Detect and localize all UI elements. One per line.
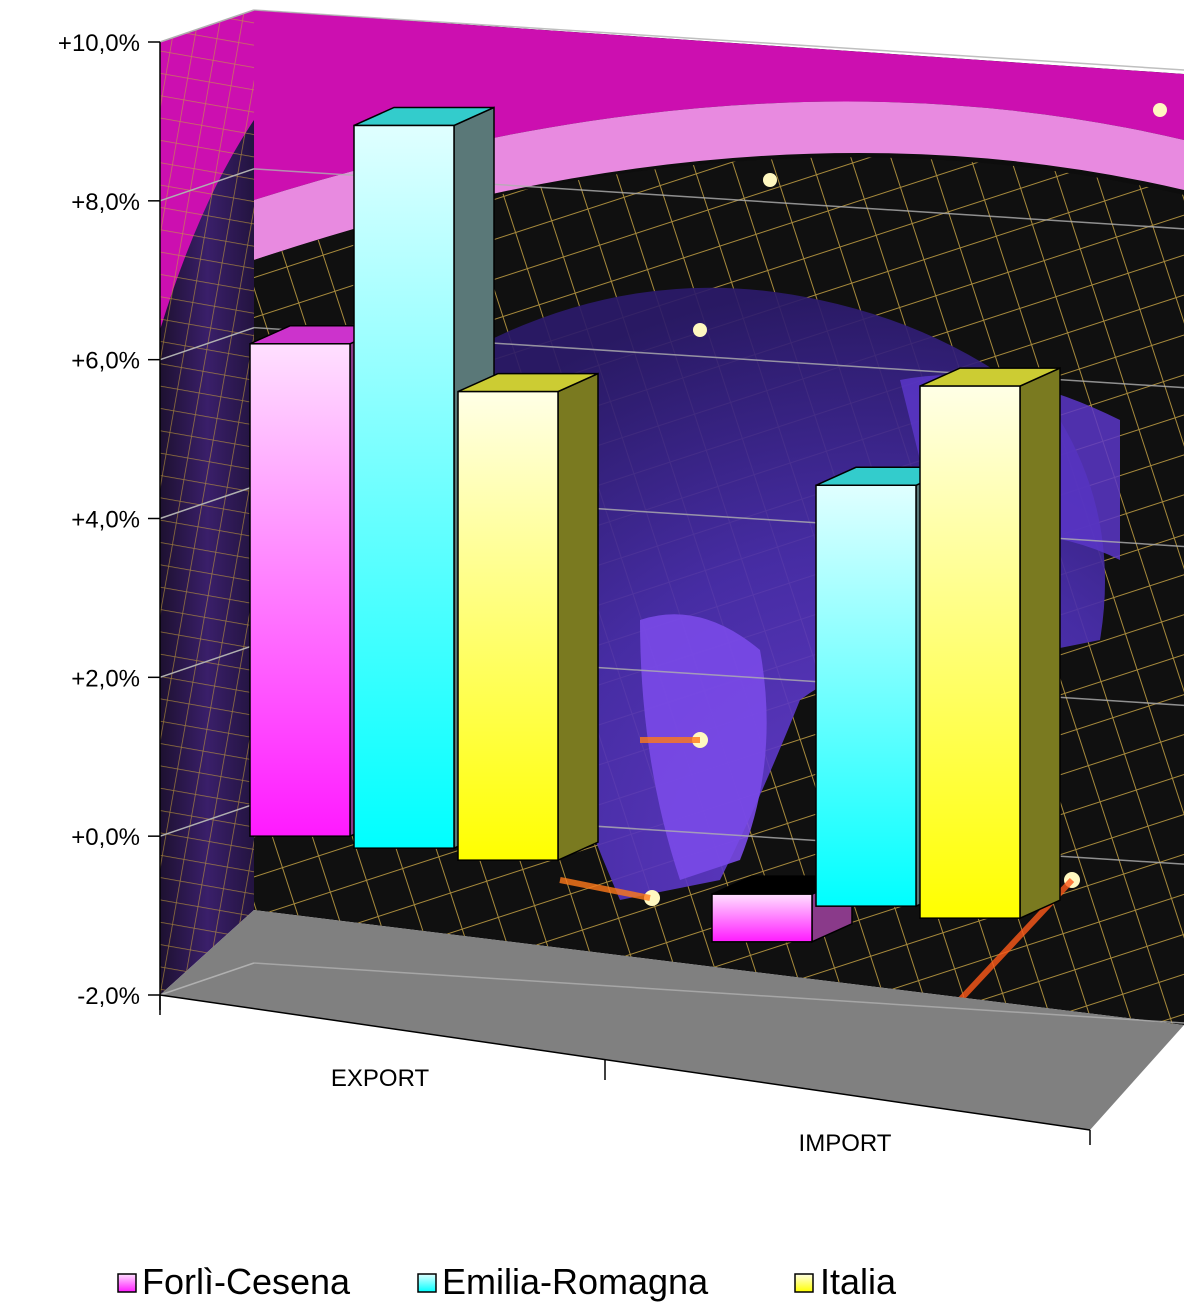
bar-front-face: [711, 893, 813, 943]
bar-side-face: [557, 372, 599, 862]
bar-export-2: [457, 372, 599, 862]
legend-item-forli-cesena: Forlì-Cesena: [117, 1261, 351, 1302]
y-tick-label: +6,0%: [71, 348, 140, 375]
gridline-back: [253, 962, 1184, 1024]
bar-front-face: [457, 390, 559, 861]
x-axis: [159, 994, 1091, 1145]
gridline-side: [159, 326, 255, 361]
y-tick-label: +4,0%: [71, 507, 140, 534]
bar-side-face: [1019, 366, 1061, 920]
legend-swatch-italia: [794, 1273, 814, 1293]
category-label-export: EXPORT: [331, 1065, 430, 1092]
bar-front-face: [815, 484, 917, 907]
legend-label-italia: Italia: [820, 1261, 897, 1302]
y-tick-label: +8,0%: [71, 189, 140, 216]
bar-front-face: [353, 124, 455, 849]
gridline-side: [159, 803, 255, 837]
bar-front-face: [249, 343, 351, 837]
bar-import-2: [919, 366, 1061, 920]
chart-side-wall: [160, 10, 254, 995]
y-tick-label: +10,0%: [58, 30, 140, 57]
legend-item-italia: Italia: [794, 1261, 897, 1302]
gridline-side: [159, 962, 255, 996]
category-label-import: IMPORT: [799, 1130, 892, 1157]
y-tick-labels: -2,0% +0,0% +2,0% +4,0% +6,0% +8,0% +10,0%: [58, 30, 160, 1010]
gridline-side: [159, 168, 255, 202]
gridline-side: [159, 9, 255, 43]
bar-front-face: [919, 385, 1021, 919]
legend-label-forli-cesena: Forlì-Cesena: [142, 1261, 351, 1302]
legend-label-emilia-romagna: Emilia-Romagna: [442, 1261, 709, 1302]
legend: Forlì-Cesena Emilia-Romagna Italia: [117, 1261, 897, 1302]
gridline-side: [159, 485, 255, 520]
y-tick-label: +2,0%: [71, 665, 140, 692]
legend-swatch-forli-cesena: [117, 1273, 137, 1293]
y-tick-label: -2,0%: [77, 983, 140, 1010]
gridline-side: [159, 644, 255, 679]
legend-item-emilia-romagna: Emilia-Romagna: [417, 1261, 709, 1302]
legend-swatch-emilia-romagna: [417, 1273, 437, 1293]
gridline-back: [253, 9, 1184, 71]
bars: [249, 106, 1061, 943]
y-tick-label: +0,0%: [71, 824, 140, 851]
chart-floor: [160, 910, 1184, 1130]
